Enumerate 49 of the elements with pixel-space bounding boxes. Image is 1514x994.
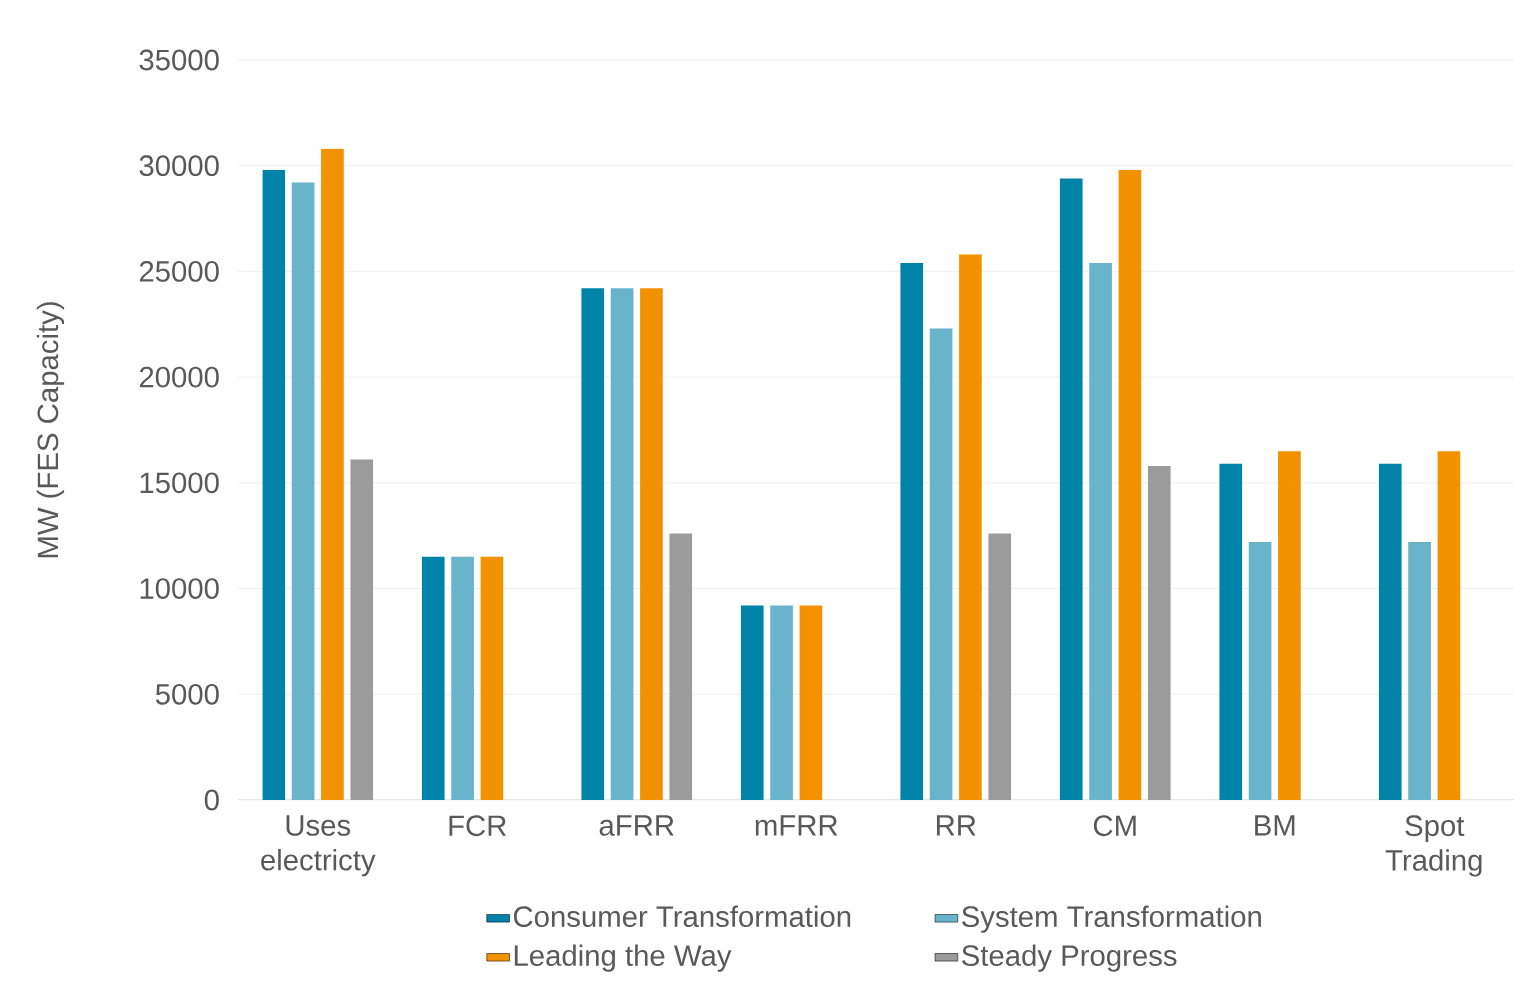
x-tick-label: CM: [1093, 815, 1136, 837]
y-tick-label: 15000: [140, 472, 219, 494]
y-tick-label: 5000: [155, 683, 219, 705]
bar: [321, 148, 344, 800]
x-tick-label: RR: [936, 815, 976, 836]
bar: [1059, 178, 1083, 800]
legend-label: Consumer Transformation: [513, 905, 851, 928]
y-tick-label: 0: [204, 789, 219, 811]
y-tick-label: 35000: [139, 49, 219, 71]
bar: [988, 533, 1012, 800]
x-tick-label: FCR: [449, 815, 507, 837]
bar: [1408, 542, 1431, 800]
y-tick-label: 25000: [139, 261, 219, 282]
bar: [900, 262, 924, 800]
y-tick-label: 10000: [140, 578, 219, 599]
bar: [799, 605, 823, 800]
bar: [350, 459, 374, 800]
bar: [451, 556, 474, 800]
x-tick-label: Spot Trading: [1385, 815, 1482, 877]
bar: [640, 288, 663, 800]
bar: [480, 556, 504, 800]
bar: [740, 605, 764, 800]
y-tick-label: 30000: [139, 155, 219, 177]
x-tick-label: BM: [1255, 815, 1295, 836]
x-tick-label: mFRR: [755, 815, 838, 836]
bar: [581, 288, 605, 800]
y-axis-title: MW (FES Capacity): [36, 302, 65, 558]
legend-label: Steady Progress: [962, 944, 1177, 972]
bar: [1437, 451, 1461, 800]
bar: [262, 169, 286, 800]
x-tick-label: Uses electricty: [261, 815, 376, 877]
y-tick-label: 20000: [139, 366, 219, 388]
bar: [669, 533, 693, 800]
legend-label: System Transformation: [962, 905, 1261, 933]
bar: [1219, 463, 1243, 800]
bar: [959, 254, 982, 800]
bar: [1118, 169, 1142, 800]
bar: [610, 288, 634, 800]
bar: [1089, 262, 1112, 800]
legend-label: Leading the Way: [514, 944, 732, 972]
bar: [291, 182, 315, 800]
bar: [1378, 463, 1402, 800]
bar: [1248, 542, 1272, 800]
bar: [929, 328, 953, 800]
bar: [1278, 451, 1301, 800]
bar: [1147, 465, 1171, 800]
bar: [770, 605, 793, 800]
bar: [421, 556, 445, 800]
x-tick-label: aFRR: [599, 815, 674, 836]
